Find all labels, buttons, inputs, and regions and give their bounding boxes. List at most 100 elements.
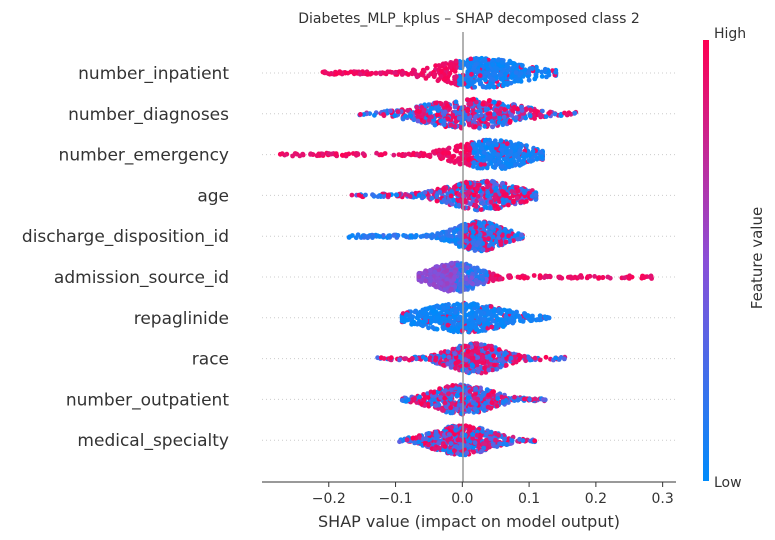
shap-point bbox=[405, 108, 410, 113]
chart-title: Diabetes_MLP_kplus – SHAP decomposed cla… bbox=[298, 11, 640, 27]
shap-point bbox=[508, 355, 514, 361]
shap-point bbox=[448, 64, 453, 70]
shap-point bbox=[453, 58, 459, 64]
shap-point bbox=[452, 351, 458, 357]
shap-point bbox=[512, 162, 518, 168]
shap-point bbox=[534, 156, 540, 162]
shap-point bbox=[484, 62, 489, 68]
shap-point bbox=[441, 186, 446, 192]
shap-point bbox=[456, 359, 461, 365]
shap-point bbox=[448, 396, 453, 402]
shap-point bbox=[522, 396, 527, 402]
shap-point bbox=[446, 150, 452, 156]
shap-point bbox=[503, 160, 509, 165]
shap-point bbox=[415, 314, 421, 320]
shap-point bbox=[484, 179, 490, 185]
shap-point bbox=[375, 194, 381, 200]
shap-point bbox=[429, 114, 434, 120]
shap-point bbox=[465, 83, 471, 89]
shap-point bbox=[507, 58, 513, 64]
shap-point bbox=[488, 188, 494, 194]
shap-point bbox=[414, 400, 420, 405]
shap-point bbox=[444, 277, 450, 282]
shap-point bbox=[408, 113, 414, 119]
shap-point bbox=[521, 275, 527, 281]
shap-point bbox=[496, 230, 502, 236]
shap-point bbox=[480, 360, 486, 366]
shap-point bbox=[467, 389, 473, 394]
shap-point bbox=[494, 142, 499, 148]
shap-point bbox=[424, 65, 430, 71]
shap-point bbox=[489, 225, 495, 230]
shap-point bbox=[471, 368, 476, 374]
shap-point bbox=[479, 311, 484, 317]
shap-point bbox=[490, 151, 496, 157]
shap-point bbox=[520, 63, 525, 68]
shap-point bbox=[455, 157, 461, 163]
shap-point bbox=[499, 233, 505, 238]
shap-point bbox=[513, 359, 519, 365]
shap-point bbox=[441, 198, 447, 204]
shap-point bbox=[502, 118, 507, 124]
shap-point bbox=[523, 115, 528, 121]
shap-point bbox=[403, 399, 409, 404]
shap-point bbox=[501, 307, 507, 313]
shap-point bbox=[513, 70, 519, 75]
shap-point bbox=[526, 355, 532, 361]
shap-point bbox=[372, 112, 377, 118]
shap-point bbox=[402, 192, 408, 197]
shap-point bbox=[469, 356, 475, 361]
shap-point bbox=[469, 344, 474, 350]
shap-point bbox=[381, 356, 387, 361]
shap-point bbox=[471, 96, 476, 102]
shap-point bbox=[473, 99, 479, 105]
shap-point bbox=[491, 77, 496, 83]
shap-point bbox=[446, 302, 451, 307]
shap-point bbox=[502, 107, 508, 112]
shap-point bbox=[486, 225, 491, 231]
shap-point bbox=[485, 122, 491, 127]
shap-point bbox=[490, 389, 496, 395]
shap-point bbox=[493, 185, 499, 191]
shap-point bbox=[410, 356, 415, 361]
shap-point bbox=[411, 116, 417, 122]
shap-point bbox=[442, 105, 447, 111]
shap-point bbox=[448, 272, 454, 277]
shap-point bbox=[502, 227, 508, 232]
shap-point bbox=[470, 229, 476, 235]
shap-point bbox=[481, 157, 487, 163]
shap-point bbox=[482, 390, 488, 396]
shap-point bbox=[465, 344, 471, 349]
shap-point bbox=[465, 265, 470, 270]
shap-point bbox=[535, 68, 541, 74]
shap-point bbox=[480, 268, 486, 274]
shap-point bbox=[416, 114, 422, 120]
shap-point bbox=[308, 151, 314, 157]
shap-point bbox=[523, 106, 529, 112]
shap-point bbox=[469, 71, 474, 77]
shap-point bbox=[428, 275, 433, 281]
shap-point bbox=[457, 315, 462, 321]
shap-point bbox=[516, 352, 522, 358]
shap-point bbox=[469, 362, 475, 368]
shap-point bbox=[382, 151, 388, 156]
shap-point bbox=[433, 355, 439, 361]
shap-point bbox=[457, 306, 463, 311]
shap-point bbox=[403, 233, 408, 239]
shap-point bbox=[440, 362, 446, 368]
shap-point bbox=[507, 318, 513, 324]
shap-point bbox=[420, 233, 426, 239]
shap-point bbox=[456, 182, 462, 188]
shap-point bbox=[440, 61, 446, 67]
shap-point bbox=[528, 158, 534, 164]
shap-point bbox=[457, 232, 463, 238]
shap-point bbox=[499, 143, 505, 149]
shap-point bbox=[452, 229, 457, 235]
shap-point bbox=[444, 281, 450, 286]
shap-point bbox=[511, 158, 517, 164]
shap-point bbox=[519, 108, 525, 113]
shap-point bbox=[377, 70, 383, 76]
shap-point bbox=[502, 352, 507, 358]
shap-point bbox=[485, 184, 490, 190]
shap-point bbox=[416, 274, 422, 279]
